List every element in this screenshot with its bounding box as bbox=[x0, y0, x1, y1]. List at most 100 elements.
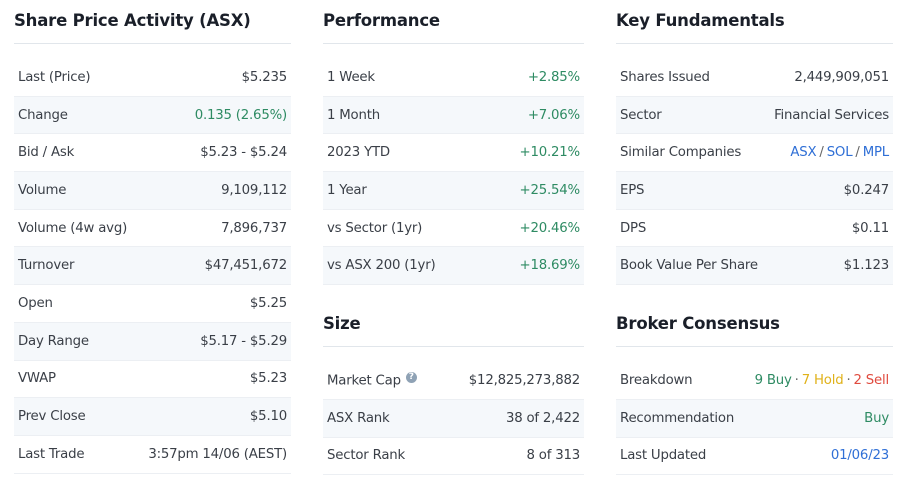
section-title: Share Price Activity (ASX) bbox=[14, 0, 291, 44]
table-row-open: Open $5.25 bbox=[14, 285, 291, 323]
row-label: Book Value Per Share bbox=[620, 258, 758, 274]
label-wrap: Last Trade bbox=[18, 447, 85, 462]
row-label: 1 Year bbox=[327, 182, 367, 198]
table-row-vs-asx-200-1yr: vs ASX 200 (1yr) +18.69% bbox=[323, 247, 584, 286]
performance-table: 1 Week +2.85% 1 Month +7.06% 2023 YTD +10.21%… bbox=[323, 59, 584, 286]
row-value: $0.11 bbox=[851, 220, 889, 236]
row-label: VWAP bbox=[18, 371, 56, 387]
row-label: ASX Rank bbox=[327, 410, 390, 426]
row-value: $47,451,672 bbox=[204, 258, 288, 274]
label-wrap: DPS bbox=[620, 221, 646, 236]
row-value: $5.10 bbox=[249, 409, 287, 425]
row-value: $5.25 bbox=[249, 295, 287, 311]
table-row-asx-rank: ASX Rank 38 of 2,422 bbox=[323, 399, 584, 438]
separator: / bbox=[855, 145, 860, 161]
row-value[interactable]: 01/06/23 bbox=[830, 448, 889, 464]
table-row-recommendation: Recommendation Buy bbox=[616, 399, 893, 438]
table-row-2023-ytd: 2023 YTD +10.21% bbox=[323, 134, 584, 173]
row-label: Market Cap bbox=[327, 373, 401, 389]
label-wrap: Sector Rank bbox=[327, 448, 405, 463]
table-row-change: Change 0.135 (2.65%) bbox=[14, 96, 291, 135]
label-wrap: Last (Price) bbox=[18, 69, 91, 85]
table-row-eps: EPS $0.247 bbox=[616, 172, 893, 210]
row-label: Shares Issued bbox=[620, 69, 710, 85]
size-table: Market Cap? $12,825,273,882 ASX Rank 38 of … bbox=[323, 362, 584, 476]
row-label: Sector Rank bbox=[327, 448, 405, 464]
row-label: vs Sector (1yr) bbox=[327, 220, 423, 236]
row-value: $5.23 bbox=[249, 371, 287, 387]
fundamentals-column: Key Fundamentals Shares Issued 2,449,909,… bbox=[616, 0, 893, 476]
row-value: +20.46% bbox=[519, 220, 581, 236]
similar-company-link[interactable]: ASX bbox=[790, 145, 817, 161]
label-wrap: Prev Close bbox=[18, 409, 86, 425]
row-value: 2,449,909,051 bbox=[794, 69, 889, 85]
table-row-volume-4w-avg: Volume (4w avg) 7,896,737 bbox=[14, 210, 291, 248]
broker-consensus-table: Breakdown 9 Buy · 7 Hold · 2 Sell Recommendati… bbox=[616, 362, 893, 476]
label-wrap: EPS bbox=[620, 183, 644, 198]
row-label: Turnover bbox=[18, 258, 75, 274]
table-row-1-year: 1 Year +25.54% bbox=[323, 172, 584, 210]
row-value: Financial Services bbox=[774, 107, 889, 123]
row-value: $12,825,273,882 bbox=[468, 372, 580, 388]
label-wrap: ASX Rank bbox=[327, 411, 390, 426]
table-row-dps: DPS $0.11 bbox=[616, 210, 893, 248]
row-value: 0.135 (2.65%) bbox=[194, 107, 288, 123]
section-title: Broker Consensus bbox=[616, 303, 893, 348]
breakdown-2-sell: 2 Sell bbox=[853, 372, 890, 388]
row-label: DPS bbox=[620, 220, 647, 236]
row-value: 9,109,112 bbox=[221, 182, 287, 198]
row-label: Day Range bbox=[18, 333, 89, 349]
similar-company-link[interactable]: MPL bbox=[862, 145, 890, 161]
label-wrap: Volume (4w avg) bbox=[18, 221, 127, 236]
label-wrap: 2023 YTD bbox=[327, 145, 390, 160]
row-value: 9 Buy · 7 Hold · 2 Sell bbox=[754, 372, 890, 388]
similar-company-link[interactable]: SOL bbox=[826, 145, 853, 161]
label-wrap: vs Sector (1yr) bbox=[327, 221, 422, 236]
fundamentals-table: Shares Issued 2,449,909,051 Sector Financia… bbox=[616, 59, 893, 286]
table-row-breakdown: Breakdown 9 Buy · 7 Hold · 2 Sell bbox=[616, 362, 893, 400]
row-label: Open bbox=[18, 295, 53, 311]
row-value: 8 of 313 bbox=[526, 448, 580, 464]
row-label: 1 Month bbox=[327, 107, 380, 123]
label-wrap: Change bbox=[18, 108, 68, 123]
row-value: +25.54% bbox=[519, 182, 581, 198]
table-row-sector-rank: Sector Rank 8 of 313 bbox=[323, 438, 584, 476]
row-value: $0.247 bbox=[843, 182, 890, 198]
separator: / bbox=[819, 145, 824, 161]
row-label: Similar Companies bbox=[620, 145, 742, 161]
separator: · bbox=[846, 372, 851, 388]
label-wrap: Shares Issued bbox=[620, 70, 710, 85]
performance-column: Performance 1 Week +2.85% 1 Month +7.06% 202… bbox=[323, 0, 584, 476]
label-wrap: vs ASX 200 (1yr) bbox=[327, 258, 436, 274]
table-row-sector: Sector Financial Services bbox=[616, 96, 893, 135]
row-label: Prev Close bbox=[18, 409, 86, 425]
table-row-market-cap: Market Cap? $12,825,273,882 bbox=[323, 362, 584, 400]
row-value: 38 of 2,422 bbox=[505, 410, 580, 426]
table-row-1-week: 1 Week +2.85% bbox=[323, 59, 584, 97]
table-row-last-trade: Last Trade 3:57pm 14/06 (AEST) bbox=[14, 436, 291, 474]
label-wrap: Volume bbox=[18, 183, 66, 198]
question-circle-icon[interactable]: ? bbox=[405, 372, 417, 384]
row-value: 7,896,737 bbox=[221, 220, 287, 236]
label-wrap: Day Range bbox=[18, 334, 89, 349]
row-value: Buy bbox=[864, 410, 889, 426]
row-value: +2.85% bbox=[527, 69, 580, 85]
row-label: vs ASX 200 (1yr) bbox=[327, 258, 436, 274]
table-row-turnover: Turnover $47,451,672 bbox=[14, 247, 291, 286]
section-title: Performance bbox=[323, 0, 584, 44]
label-wrap: Open bbox=[18, 296, 53, 311]
row-label: Recommendation bbox=[620, 410, 735, 426]
row-label: Last (Price) bbox=[18, 69, 91, 85]
table-row-last-price: Last (Price) $5.235 bbox=[14, 59, 291, 97]
label-wrap: Recommendation bbox=[620, 411, 734, 426]
label-wrap: Book Value Per Share bbox=[620, 258, 758, 273]
label-wrap: Sector bbox=[620, 108, 662, 123]
row-label: 2023 YTD bbox=[327, 145, 390, 161]
row-label: Breakdown bbox=[620, 372, 693, 388]
breakdown-9-buy: 9 Buy bbox=[754, 372, 792, 388]
table-row-vwap: VWAP $5.23 bbox=[14, 361, 291, 399]
row-label: Sector bbox=[620, 107, 662, 123]
label-wrap: Turnover bbox=[18, 258, 74, 273]
label-wrap: Bid / Ask bbox=[18, 145, 74, 160]
share-price-activity-section: Share Price Activity (ASX) Last (Price) $… bbox=[14, 0, 291, 474]
